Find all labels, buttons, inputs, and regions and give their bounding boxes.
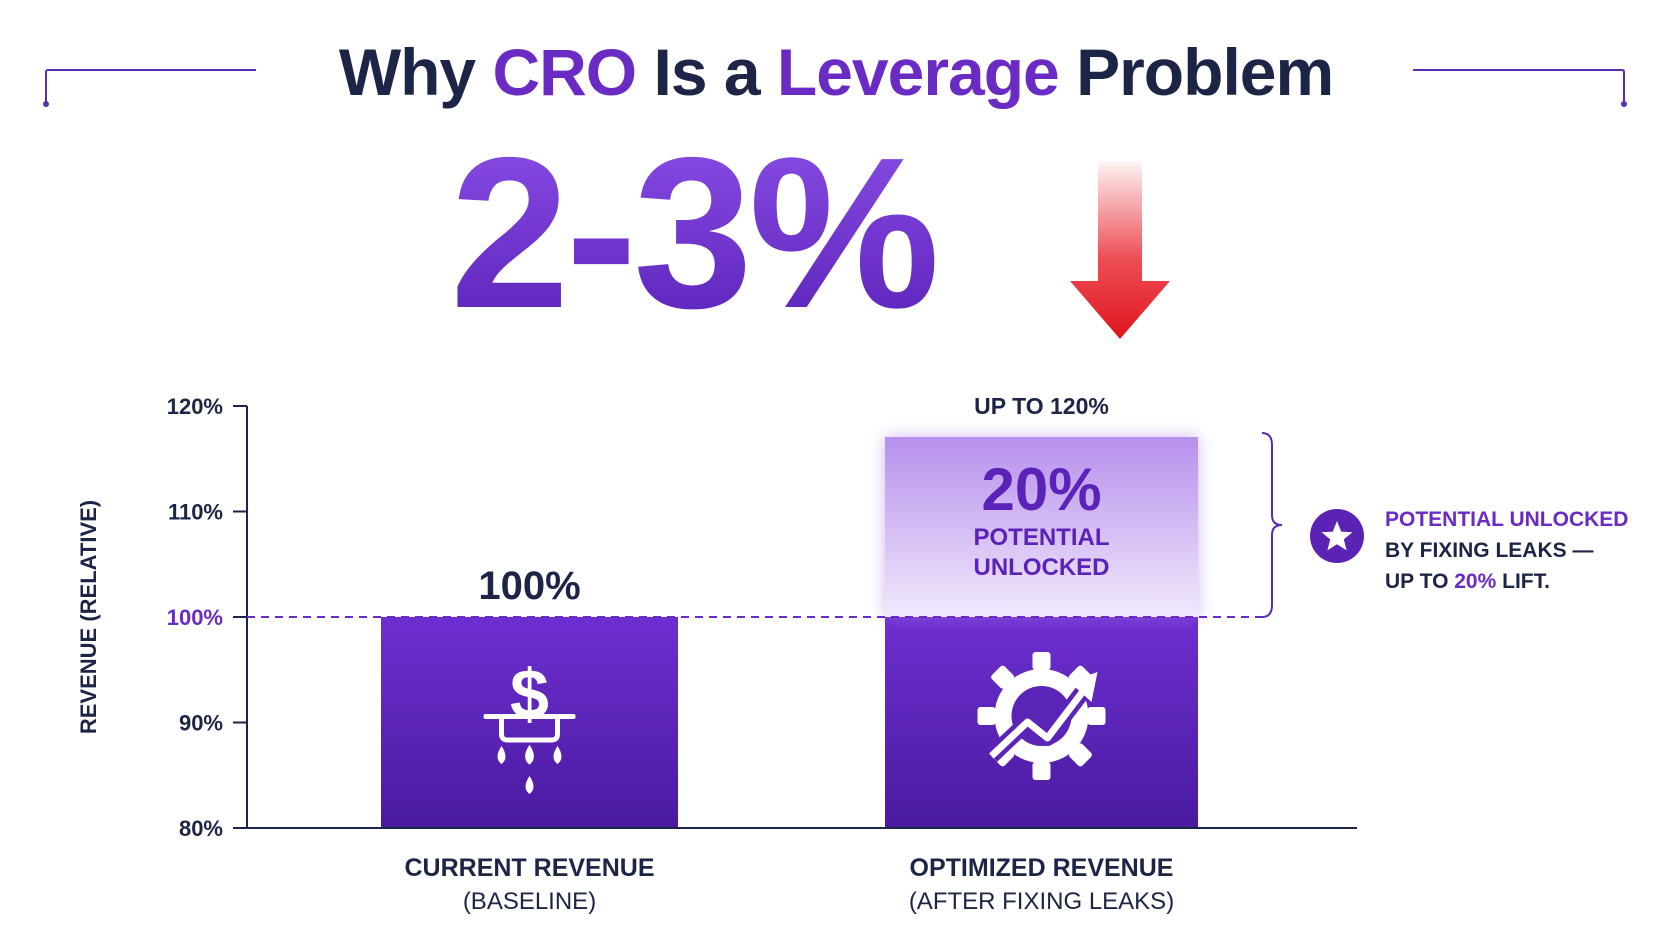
dollar-glyph: $ xyxy=(510,655,549,733)
hero-stat: 2-3% xyxy=(420,125,1200,355)
gear-tooth xyxy=(1032,762,1051,780)
y-axis-label: REVENUE (RELATIVE) xyxy=(76,500,101,734)
gear-tooth xyxy=(1032,652,1051,670)
side-note: POTENTIAL UNLOCKED BY FIXING LEAKS — UP … xyxy=(1385,504,1665,597)
uplift-brace xyxy=(1261,432,1283,618)
uplift-label-line2: UNLOCKED xyxy=(974,554,1110,581)
gear-tooth xyxy=(1087,707,1106,725)
page-title: Why CRO Is a Leverage Problem xyxy=(0,34,1672,110)
y-tick-label: 110% xyxy=(168,500,223,525)
side-note-line3-suffix: LIFT. xyxy=(1496,570,1550,593)
gear-growth-icon xyxy=(977,652,1106,780)
title-bracket-left-dot xyxy=(43,101,49,107)
title-row: Why CRO Is a Leverage Problem xyxy=(0,28,1672,118)
drop xyxy=(525,744,534,765)
x-category-sublabel: (BASELINE) xyxy=(463,888,596,915)
down-arrow-icon xyxy=(1070,161,1170,339)
pipe-line xyxy=(483,714,576,719)
uplift-value-label: 20% xyxy=(981,456,1101,523)
bar-data-label-max: UP TO 120% xyxy=(974,393,1109,419)
chart-layer: 80% 90% 100% 110% 120% REVENUE (RELATIVE) 100%… xyxy=(76,393,1357,915)
title-brackets xyxy=(43,69,1627,107)
title-highlight-leverage: Leverage xyxy=(776,35,1060,109)
hero-value: 2-3% xyxy=(450,112,940,353)
x-category-label: CURRENT REVENUE xyxy=(404,854,654,882)
title-bracket-left xyxy=(45,69,256,104)
side-note-line3: UP TO 20% LIFT. xyxy=(1385,566,1665,597)
growth-arrow xyxy=(989,685,1089,759)
drop xyxy=(525,776,534,794)
uplift-segment xyxy=(885,437,1198,617)
uplift-label-line1: POTENTIAL xyxy=(974,524,1110,551)
drop xyxy=(553,746,562,764)
side-note-line1: POTENTIAL UNLOCKED xyxy=(1385,508,1629,531)
pipe-bowl xyxy=(499,719,560,743)
y-tick-label: 120% xyxy=(167,394,223,419)
title-part: Problem xyxy=(1058,35,1334,109)
title-highlight-cro: CRO xyxy=(492,35,637,109)
title-part: Is a xyxy=(636,35,777,109)
bar-data-label: 100% xyxy=(478,564,580,608)
leaking-dollar-icon: $ xyxy=(483,655,576,794)
title-part: Why xyxy=(338,35,493,109)
y-tick-label: 90% xyxy=(179,711,223,736)
side-note-line3-pct: 20% xyxy=(1454,570,1497,593)
growth-arrow-head xyxy=(1069,672,1098,702)
x-category-sublabel: (AFTER FIXING LEAKS) xyxy=(909,888,1174,915)
y-tick-label: 80% xyxy=(179,816,223,841)
side-note-line3-prefix: UP TO xyxy=(1385,570,1455,593)
drop xyxy=(497,746,506,764)
side-note-line2: BY FIXING LEAKS — xyxy=(1385,539,1594,562)
gear-tooth xyxy=(977,707,996,725)
star-icon xyxy=(1321,521,1353,551)
title-bracket-right-dot xyxy=(1621,101,1627,107)
star-badge xyxy=(1310,509,1364,563)
x-category-label: OPTIMIZED REVENUE xyxy=(910,854,1174,882)
y-tick-label: 100% xyxy=(167,605,223,630)
title-bracket-right xyxy=(1413,69,1625,104)
